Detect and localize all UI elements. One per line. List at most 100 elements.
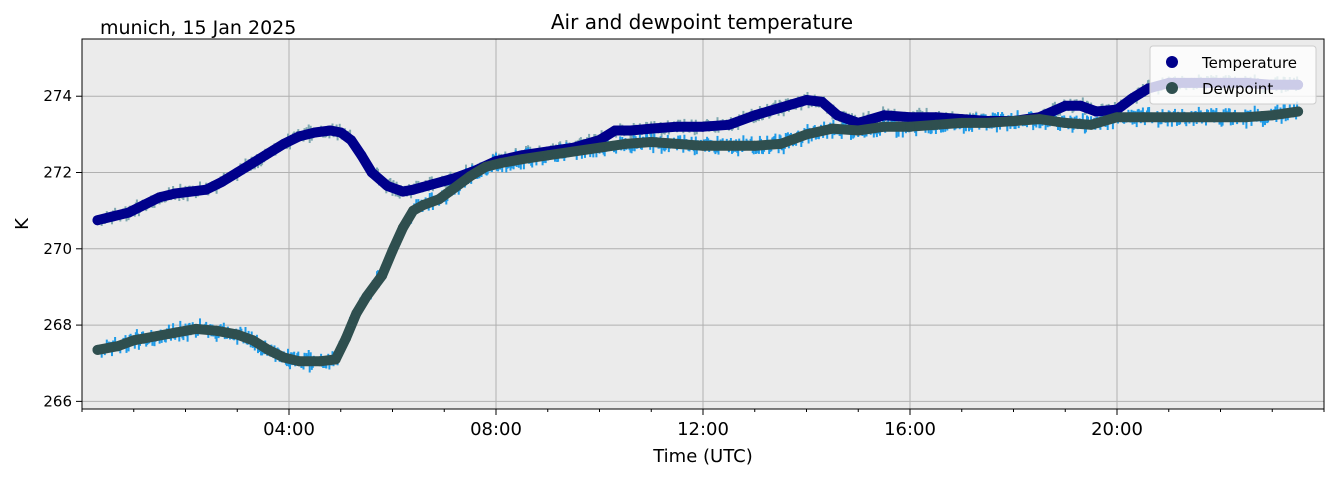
location-date-label: munich, 15 Jan 2025 [100, 17, 296, 39]
temperature-point [749, 110, 760, 121]
temperature-point [309, 127, 320, 138]
temperature-point [408, 184, 419, 195]
dewpoint-point [853, 125, 864, 136]
y-axis: 266 268 270 272 274 [43, 87, 82, 410]
x-tick-label: 04:00 [263, 419, 315, 440]
temperature-point [154, 192, 165, 203]
temperature-point [610, 125, 620, 136]
x-tick-label: 12:00 [677, 419, 729, 440]
temperature-point [108, 211, 118, 222]
temperature-point [185, 186, 196, 197]
dewpoint-point [418, 199, 429, 210]
dewpoint-point [1189, 112, 1200, 123]
temperature-point [346, 135, 357, 146]
dewpoint-point [377, 270, 388, 281]
dewpoint-point [128, 335, 139, 346]
dewpoint-series-line [92, 106, 1304, 367]
dewpoint-point [1267, 110, 1278, 121]
dewpoint-point [247, 335, 258, 346]
dewpoint-point [190, 323, 201, 334]
temperature-point [263, 148, 274, 159]
dewpoint-point [92, 344, 103, 355]
x-axis: 04:00 08:00 12:00 16:00 20:00 [81, 409, 1325, 440]
dewpoint-point [434, 194, 445, 205]
temperature-point [92, 215, 103, 226]
temperature-point [625, 125, 636, 136]
temperature-point [832, 110, 843, 121]
y-tick-label: 268 [43, 316, 72, 334]
temperature-point [723, 119, 734, 130]
dewpoint-point [956, 117, 967, 128]
dewpoint-point [542, 150, 553, 161]
dewpoint-point [1060, 117, 1071, 128]
legend-marker-temperature [1166, 56, 1178, 68]
temperature-point [123, 207, 134, 218]
dewpoint-point [1215, 112, 1226, 123]
dewpoint-point [594, 142, 605, 153]
dewpoint-point [1293, 106, 1304, 117]
dewpoint-point [330, 354, 341, 365]
legend-box [1149, 45, 1317, 105]
dewpoint-point [1034, 114, 1045, 125]
temperature-point [382, 180, 393, 191]
temperature-point [905, 112, 915, 123]
dewpoint-point [340, 333, 351, 344]
temperature-point [201, 184, 212, 195]
dewpoint-point [905, 121, 915, 132]
dewpoint-point [620, 138, 631, 149]
legend-label-temperature: Temperature [1201, 54, 1297, 72]
dewpoint-point [930, 119, 941, 130]
temperature-point [775, 102, 786, 113]
temperature-point [139, 199, 150, 210]
y-tick-label: 266 [43, 392, 72, 410]
temperature-point [294, 131, 305, 142]
temperature-point [1075, 100, 1086, 111]
dewpoint-point [351, 308, 362, 319]
legend-marker-dewpoint [1166, 82, 1178, 94]
dewpoint-point [496, 158, 507, 168]
dewpoint-point [449, 182, 460, 193]
dewpoint-point [749, 140, 760, 151]
legend: Temperature Dewpoint [1149, 45, 1317, 105]
y-tick-label: 270 [43, 240, 72, 258]
temperature-point [366, 167, 377, 178]
dewpoint-point [149, 331, 160, 342]
x-tick-label: 16:00 [884, 419, 936, 440]
dewpoint-point [879, 121, 890, 132]
dewpoint-point [801, 129, 812, 140]
dewpoint-point [723, 140, 734, 151]
grid [82, 39, 1324, 409]
temperature-point [397, 186, 408, 197]
temperature-point [879, 110, 890, 121]
temperature-point [1060, 100, 1071, 111]
dewpoint-point [465, 171, 476, 182]
dewpoint-point [827, 123, 838, 134]
dewpoint-point [211, 325, 222, 336]
chart-title: Air and dewpoint temperature [551, 10, 853, 34]
dewpoint-point [480, 161, 491, 172]
temperature-point [335, 127, 346, 138]
dewpoint-point [278, 352, 289, 363]
dewpoint-point [397, 222, 408, 233]
temperature-point [170, 188, 181, 199]
temperature-point [646, 123, 657, 134]
temperature-point [216, 177, 227, 187]
dewpoint-point [775, 138, 786, 149]
dewpoint-point [408, 205, 419, 216]
y-axis-label: K [12, 217, 33, 230]
temperature-point [1091, 106, 1102, 117]
dewpoint-point [294, 356, 305, 367]
temperature-point [1112, 104, 1122, 115]
dewpoint-point [361, 291, 372, 302]
dewpoint-point [387, 245, 398, 256]
dewpoint-point [232, 329, 243, 340]
dewpoint-point [568, 146, 579, 157]
legend-label-dewpoint: Dewpoint [1202, 80, 1273, 98]
temperature-point [1127, 93, 1138, 104]
temperature-point [278, 138, 289, 149]
x-axis-label: Time (UTC) [652, 446, 753, 467]
temperature-point [428, 178, 439, 189]
temperature-point [672, 121, 683, 132]
dewpoint-point [170, 327, 181, 338]
